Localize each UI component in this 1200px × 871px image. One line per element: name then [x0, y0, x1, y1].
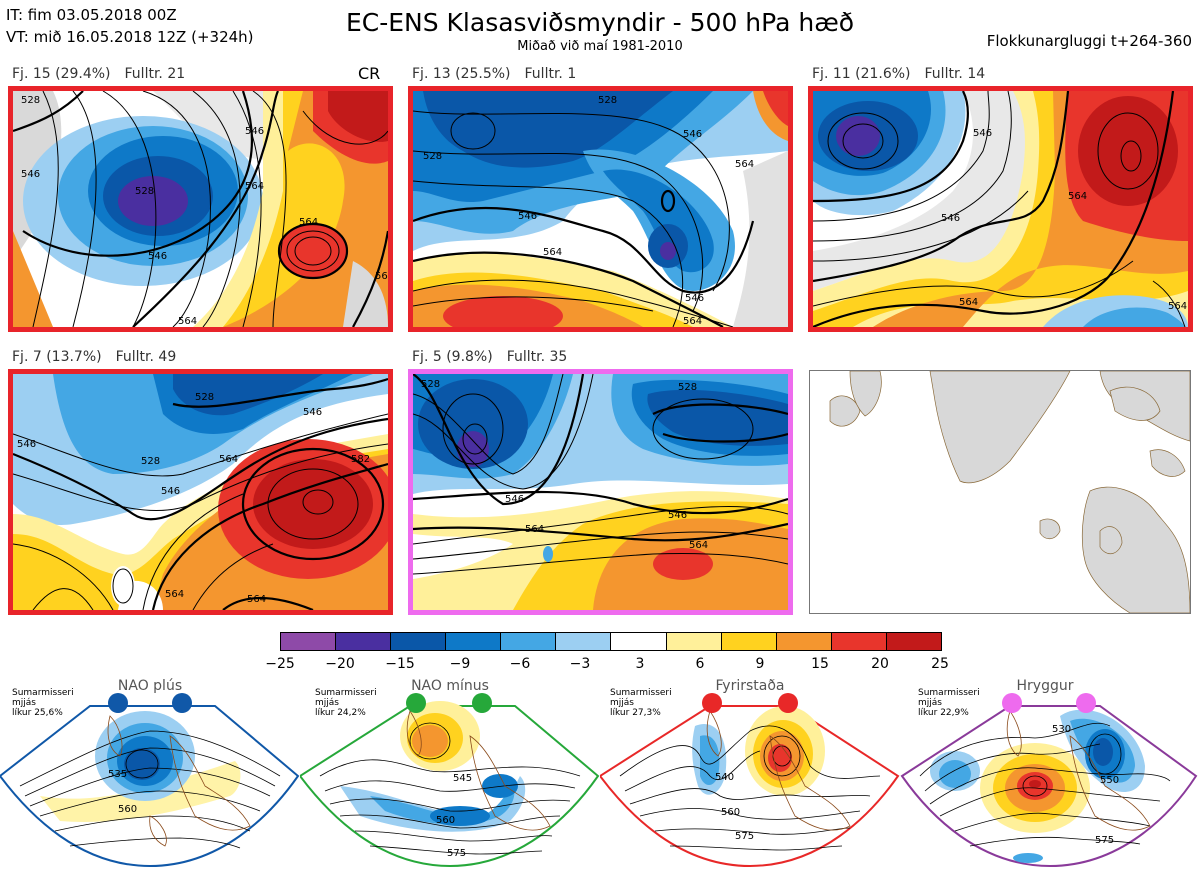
panel-4-label: Fj. 7 (13.7%) Fulltr. 49	[12, 349, 177, 365]
contour-label: 540	[715, 772, 735, 783]
contour-label: 546	[518, 211, 538, 222]
colorbar	[280, 632, 942, 651]
regime-title: Hryggur	[1016, 678, 1074, 694]
panel-1-map[interactable]: 528 546 546 564 564 564 564 546 528	[8, 86, 393, 332]
contour-label: 575	[447, 848, 467, 859]
panel-2-label: Fj. 13 (25.5%) Fulltr. 1	[412, 66, 577, 82]
contour-label: 564	[299, 217, 319, 228]
colorbar-tick: −15	[385, 656, 415, 672]
colorbar-tick: 20	[871, 656, 889, 672]
colorbar-tick: 3	[635, 656, 645, 672]
panel-1-label: Fj. 15 (29.4%) Fulltr. 21	[12, 66, 186, 82]
contour-label: 575	[735, 831, 755, 842]
regime-ridge[interactable]: Hryggur Sumarmisseri mjjás líkur 22,9% 530…	[900, 676, 1200, 871]
page-subtitle: Miðað við maí 1981-2010	[517, 39, 683, 54]
contour-label: 564	[375, 271, 393, 282]
contour-label: 564	[247, 594, 267, 605]
contour-label: 582	[351, 454, 371, 465]
contour-label: 546	[973, 128, 993, 139]
regime-nao-minus[interactable]: NAO mínus Sumarmisseri mjjás líkur 24,2% 5…	[300, 676, 600, 871]
contour-label: 546	[683, 129, 703, 140]
regime-marker-dot	[108, 693, 128, 713]
contour-label: 528	[423, 151, 443, 162]
contour-label: 564	[689, 540, 709, 551]
contour-label: 528	[141, 456, 161, 467]
panel-4-map[interactable]: 546 528 528 546 546 564 582 564 564	[8, 369, 393, 615]
colorbar-tick: −20	[325, 656, 355, 672]
contour-label: 564	[735, 159, 755, 170]
contour-label: 528	[21, 95, 41, 106]
regime-marker-dot	[172, 693, 192, 713]
contour-label: 528	[598, 95, 618, 106]
regime-title: NAO mínus	[411, 678, 489, 694]
regime-info: Sumarmisseri mjjás líkur 24,2%	[315, 688, 377, 718]
regime-nao-plus[interactable]: NAO plús Sumarmisseri mjjás líkur 25,6% 53…	[0, 676, 300, 871]
contour-label: 528	[421, 379, 441, 390]
contour-label: 564	[959, 297, 979, 308]
init-time: IT: fim 03.05.2018 00Z	[6, 6, 177, 24]
contour-label: 528	[135, 186, 155, 197]
panel-3-label: Fj. 11 (21.6%) Fulltr. 14	[812, 66, 986, 82]
contour-label: 560	[118, 804, 138, 815]
panel-2-map[interactable]: 528 528 546 546 564 564 546 564	[408, 86, 793, 332]
contour-label: 575	[1095, 835, 1115, 846]
colorbar-tick: 15	[811, 656, 829, 672]
regime-marker-dot	[472, 693, 492, 713]
colorbar-tick: 9	[755, 656, 765, 672]
panel-5-label: Fj. 5 (9.8%) Fulltr. 35	[412, 349, 568, 365]
contour-label: 564	[165, 589, 185, 600]
colorbar-tick: 6	[695, 656, 705, 672]
contour-label: 564	[1068, 191, 1088, 202]
contour-label: 564	[245, 181, 265, 192]
regime-blocking[interactable]: Fyrirstaða Sumarmisseri mjjás líkur 27,3% …	[600, 676, 900, 871]
regime-info: Sumarmisseri mjjás líkur 27,3%	[610, 688, 672, 718]
contour-label: 564	[1168, 301, 1188, 312]
classification-window: Flokkunargluggi t+264-360	[986, 32, 1192, 50]
colorbar-tick: −6	[509, 656, 531, 672]
colorbar-tick: −9	[449, 656, 471, 672]
regime-marker-dot	[702, 693, 722, 713]
regime-marker-dot	[1076, 693, 1096, 713]
contour-label: 560	[721, 807, 741, 818]
panel-3-map[interactable]: 546 546 564 564 564	[808, 86, 1193, 332]
contour-label: 546	[303, 407, 323, 418]
contour-label: 535	[108, 769, 128, 780]
contour-label: 530	[1052, 724, 1072, 735]
contour-label: 546	[685, 293, 705, 304]
contour-label: 564	[178, 316, 198, 327]
regime-marker-dot	[1002, 693, 1022, 713]
contour-label: 546	[161, 486, 181, 497]
regime-marker-dot	[406, 693, 426, 713]
colorbar-tick: 25	[931, 656, 949, 672]
regime-info: Sumarmisseri mjjás líkur 22,9%	[918, 688, 980, 718]
colorbar-tick: −25	[265, 656, 295, 672]
contour-label: 546	[148, 251, 168, 262]
contour-label: 546	[17, 439, 37, 450]
page-title: EC-ENS Klasasviðsmyndir - 500 hPa hæð	[345, 8, 855, 37]
contour-label: 546	[668, 510, 688, 521]
contour-label: 564	[219, 454, 239, 465]
contour-label: 564	[525, 524, 545, 535]
contour-label: 528	[195, 392, 215, 403]
panel-5-map[interactable]: 528 528 546 546 564 564	[408, 369, 793, 615]
contour-label: 564	[543, 247, 563, 258]
contour-label: 560	[436, 815, 456, 826]
contour-label: 545	[453, 773, 473, 784]
regime-title: Fyrirstaða	[715, 678, 785, 694]
contour-label: 546	[941, 213, 961, 224]
contour-label: 546	[245, 126, 265, 137]
contour-label: 546	[21, 169, 41, 180]
regime-info: Sumarmisseri mjjás líkur 25,6%	[12, 688, 74, 718]
regime-marker-dot	[778, 693, 798, 713]
contour-label: 528	[678, 382, 698, 393]
panel-6-empty-map	[809, 370, 1191, 614]
contour-label: 546	[505, 494, 525, 505]
regime-title: NAO plús	[117, 678, 183, 694]
colorbar-tick: −3	[569, 656, 591, 672]
contour-label: 564	[683, 316, 703, 327]
panel-1-cr-tag: CR	[358, 64, 381, 83]
contour-label: 550	[1100, 775, 1120, 786]
valid-time: VT: mið 16.05.2018 12Z (+324h)	[6, 28, 254, 46]
